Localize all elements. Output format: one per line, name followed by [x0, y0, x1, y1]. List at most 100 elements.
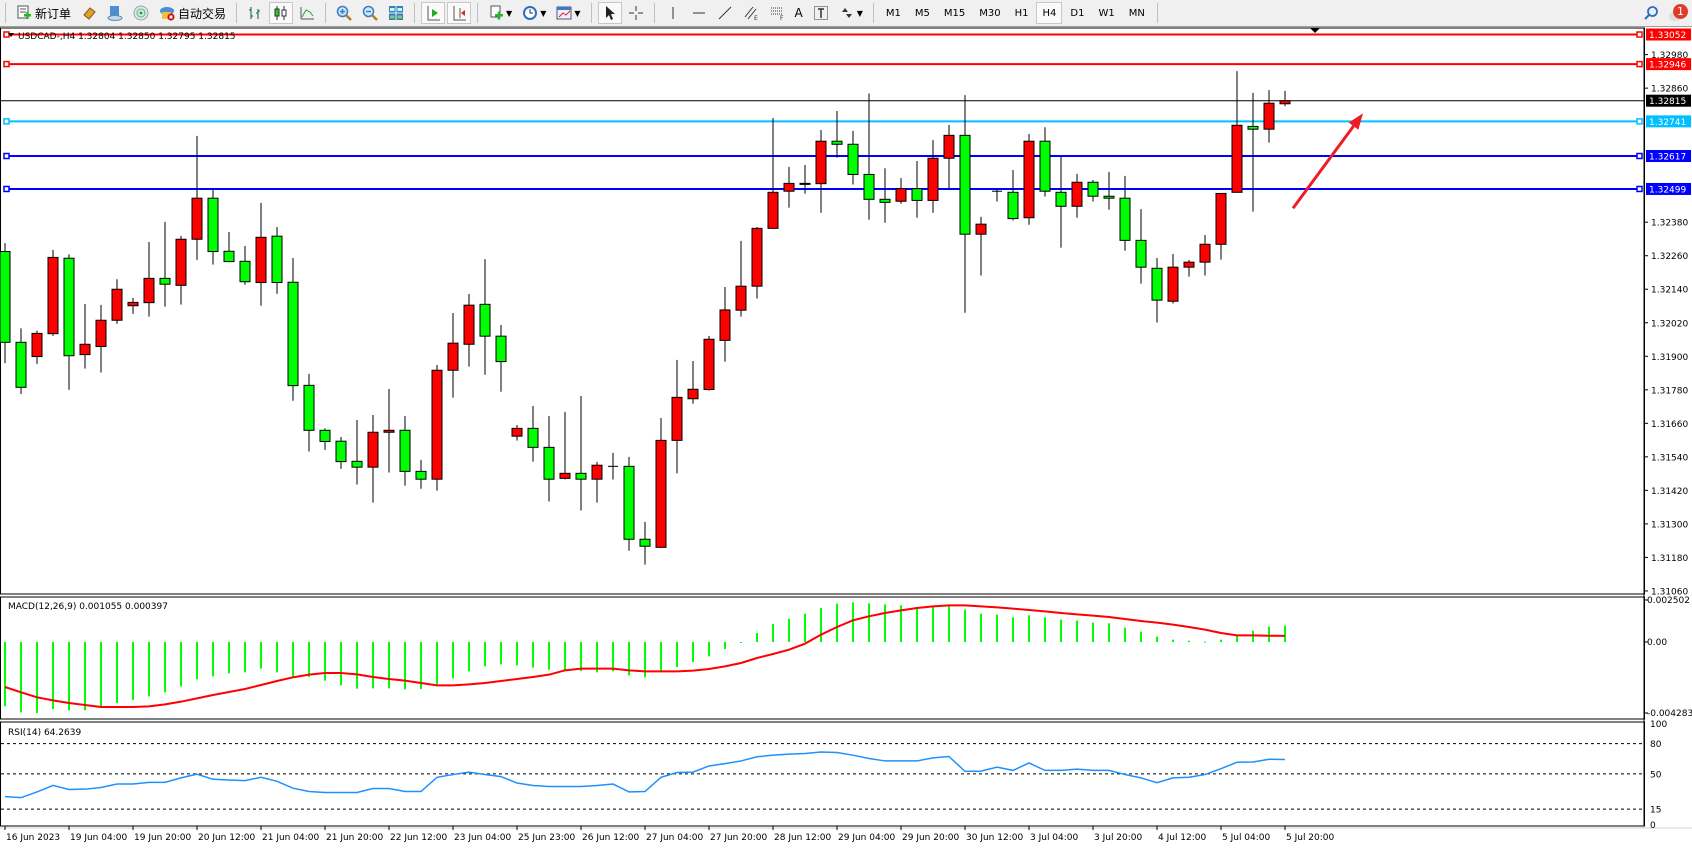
- candlestick-button[interactable]: [269, 2, 294, 24]
- candle: [415, 459, 427, 489]
- time-label: 29 Jun 20:00: [902, 833, 959, 843]
- text-label-icon: [813, 5, 829, 21]
- line-anchor-left[interactable]: [3, 31, 10, 38]
- chart-shift-marker-icon[interactable]: [1310, 28, 1320, 33]
- candle-body: [751, 227, 763, 287]
- line-anchor-left[interactable]: [3, 118, 10, 125]
- trendline-icon: [717, 5, 733, 21]
- line-anchor-left[interactable]: [3, 185, 10, 193]
- macd-histogram-bar: [900, 605, 902, 642]
- line-chart-icon: [299, 5, 315, 21]
- arrow-annotation[interactable]: [1291, 113, 1363, 210]
- history-button[interactable]: [77, 2, 101, 24]
- macd-histogram-bar: [388, 642, 390, 689]
- new-order-button[interactable]: 新订单: [12, 2, 75, 24]
- timeframe-m15[interactable]: M15: [943, 7, 966, 19]
- toolbar-separator: [590, 3, 592, 23]
- candle-body: [975, 223, 987, 235]
- zoom-in-button[interactable]: [332, 2, 356, 24]
- trendline-tool[interactable]: [713, 2, 737, 24]
- candle-body: [1103, 195, 1115, 199]
- arrow-shaft[interactable]: [1291, 125, 1355, 210]
- autoscroll-button[interactable]: [421, 2, 446, 24]
- new-order-icon: [16, 5, 32, 21]
- timeframe-h4[interactable]: H4: [1036, 2, 1063, 24]
- cursor-tool[interactable]: [597, 2, 622, 24]
- line-anchor-right[interactable]: [1636, 185, 1643, 193]
- indicators-button[interactable]: ▼: [484, 2, 516, 24]
- time-label: 5 Jul 20:00: [1286, 833, 1335, 843]
- candle-body: [687, 388, 699, 400]
- candle-body: [559, 472, 571, 479]
- toolbar-separator: [1156, 3, 1158, 23]
- timeframe-w1[interactable]: W1: [1098, 7, 1115, 19]
- tile-windows-button[interactable]: [384, 2, 408, 24]
- candle-body: [463, 304, 475, 345]
- price-tag-label: 1.32617: [1649, 153, 1686, 163]
- macd-histogram-bar: [996, 614, 998, 642]
- equidistant-channel-tool[interactable]: E: [739, 2, 763, 24]
- macd-axis-label: -0.004283: [1647, 709, 1692, 719]
- price-label: 1.32020: [1651, 319, 1688, 329]
- timeframe-h1[interactable]: H1: [1014, 7, 1029, 19]
- timeframe-m5[interactable]: M5: [914, 7, 930, 19]
- line-anchor-right[interactable]: [1636, 31, 1643, 38]
- text-label-tool[interactable]: [809, 2, 833, 24]
- candle-body: [1007, 191, 1019, 220]
- line-anchor-right[interactable]: [1636, 118, 1643, 125]
- candle: [1103, 171, 1115, 210]
- search-button[interactable]: [1639, 2, 1663, 24]
- candle-body: [927, 157, 939, 201]
- candle: [1119, 175, 1131, 251]
- time-label: 20 Jun 12:00: [198, 833, 255, 843]
- candle-body: [479, 303, 491, 337]
- macd-histogram-bar: [436, 642, 438, 685]
- arrow-head-icon[interactable]: [1348, 113, 1363, 130]
- timeframe-mn[interactable]: MN: [1128, 7, 1145, 19]
- candle-body: [1215, 192, 1227, 245]
- candle-body: [591, 464, 603, 480]
- line-anchor-right[interactable]: [1636, 152, 1643, 160]
- macd-histogram-bar: [36, 642, 38, 713]
- line-anchor-left[interactable]: [3, 60, 10, 68]
- line-chart-button[interactable]: [295, 2, 319, 24]
- candle-body: [47, 256, 59, 335]
- price-label: 1.31060: [1651, 587, 1688, 597]
- auto-trading-button[interactable]: 自动交易: [155, 2, 230, 24]
- templates-button[interactable]: ▼: [552, 2, 584, 24]
- signals-button[interactable]: [129, 2, 153, 24]
- periods-button[interactable]: ▼: [518, 2, 550, 24]
- horizontal-line-tool[interactable]: [687, 2, 711, 24]
- candle-body: [1039, 140, 1051, 192]
- bar-chart-button[interactable]: [243, 2, 267, 24]
- candle-body: [527, 427, 539, 448]
- fibonacci-tool[interactable]: F: [765, 2, 789, 24]
- account-button[interactable]: [103, 2, 127, 24]
- zoom-out-button[interactable]: [358, 2, 382, 24]
- chart-shift-button[interactable]: [447, 2, 472, 24]
- candle-body: [175, 238, 187, 286]
- timeframe-d1[interactable]: D1: [1070, 7, 1085, 19]
- candle-body: [15, 341, 27, 388]
- candle-body: [127, 301, 139, 307]
- notifications-button[interactable]: 1: [1665, 2, 1691, 24]
- macd-histogram-bar: [164, 642, 166, 693]
- macd-histogram-bar: [68, 642, 70, 711]
- text-tool[interactable]: A: [791, 2, 807, 24]
- collapse-triangle-icon[interactable]: [8, 33, 14, 37]
- arrows-tool[interactable]: ▼: [835, 2, 867, 24]
- macd-histogram-bar: [292, 642, 294, 677]
- line-anchor-right[interactable]: [1636, 60, 1643, 68]
- candle: [47, 249, 59, 336]
- candle-body: [191, 197, 203, 240]
- candle: [1135, 209, 1147, 284]
- crosshair-tool[interactable]: [624, 2, 648, 24]
- candle-body: [1087, 181, 1099, 197]
- timeframe-m1[interactable]: M1: [885, 7, 901, 19]
- timeframe-m30[interactable]: M30: [979, 7, 1001, 19]
- macd-histogram-bar: [692, 642, 694, 662]
- line-anchor-left[interactable]: [3, 152, 10, 160]
- vertical-line-tool[interactable]: [661, 2, 685, 24]
- new-order-label: 新订单: [35, 6, 72, 21]
- chart-window[interactable]: 1.32980 1.32860 1.32380 1.32260 1.32140 1.320…: [0, 27, 1692, 848]
